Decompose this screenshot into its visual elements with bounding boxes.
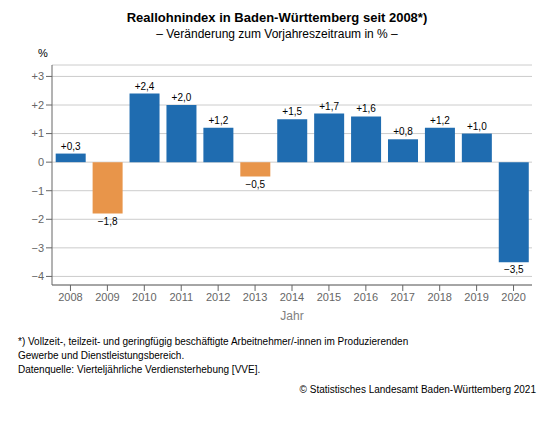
svg-text:+1: +1 xyxy=(31,127,44,139)
svg-text:−4: −4 xyxy=(31,270,44,282)
svg-text:+1,0: +1,0 xyxy=(467,121,487,132)
svg-text:0: 0 xyxy=(38,156,44,168)
svg-text:2014: 2014 xyxy=(280,291,304,303)
svg-text:+2,0: +2,0 xyxy=(172,92,192,103)
svg-text:2012: 2012 xyxy=(206,291,230,303)
svg-text:2010: 2010 xyxy=(132,291,156,303)
html-text:© Statistisches Landesamt Bade: © Statistisches Landesamt Baden-Württemb… xyxy=(299,384,536,395)
svg-text:2011: 2011 xyxy=(169,291,193,303)
svg-text:−3,5: −3,5 xyxy=(504,264,524,275)
html-text:*) Vollzeit-, teilzeit- und ge: *) Vollzeit-, teilzeit- und geringfügig … xyxy=(18,336,409,347)
svg-text:+1,2: +1,2 xyxy=(209,115,229,126)
svg-text:2009: 2009 xyxy=(95,291,119,303)
svg-text:−1,8: −1,8 xyxy=(98,216,118,227)
svg-text:2020: 2020 xyxy=(501,291,525,303)
svg-text:+3: +3 xyxy=(31,70,44,82)
svg-text:Jahr: Jahr xyxy=(280,309,303,323)
svg-text:−2: −2 xyxy=(31,213,44,225)
html-text:– Veränderung zum Vorjahreszei: – Veränderung zum Vorjahreszeitraum in %… xyxy=(156,27,398,41)
svg-text:+1,6: +1,6 xyxy=(356,103,376,114)
svg-text:+0,3: +0,3 xyxy=(61,141,81,152)
svg-text:+2: +2 xyxy=(31,99,44,111)
html-text:Gewerbe und Dienstleistungsber: Gewerbe und Dienstleistungsbereich. xyxy=(18,350,185,361)
html-text:Datenquelle: Vierteljährliche: Datenquelle: Vierteljährliche Verdienste… xyxy=(18,364,261,375)
svg-text:2019: 2019 xyxy=(464,291,488,303)
svg-text:+2,4: +2,4 xyxy=(135,81,155,92)
svg-text:2016: 2016 xyxy=(354,291,378,303)
svg-text:+0,8: +0,8 xyxy=(393,126,413,137)
svg-text:2013: 2013 xyxy=(243,291,267,303)
svg-text:+1,2: +1,2 xyxy=(430,115,450,126)
svg-text:−1: −1 xyxy=(31,185,44,197)
svg-text:2015: 2015 xyxy=(317,291,341,303)
svg-text:−3: −3 xyxy=(31,242,44,254)
svg-text:−0,5: −0,5 xyxy=(245,179,265,190)
svg-text:2018: 2018 xyxy=(427,291,451,303)
svg-text:+1,7: +1,7 xyxy=(319,101,339,112)
html-text:Reallohnindex in Baden-Württem: Reallohnindex in Baden-Württemberg seit … xyxy=(126,10,428,25)
svg-text:2008: 2008 xyxy=(58,291,82,303)
svg-text:2017: 2017 xyxy=(391,291,415,303)
svg-text:+1,5: +1,5 xyxy=(282,106,302,117)
